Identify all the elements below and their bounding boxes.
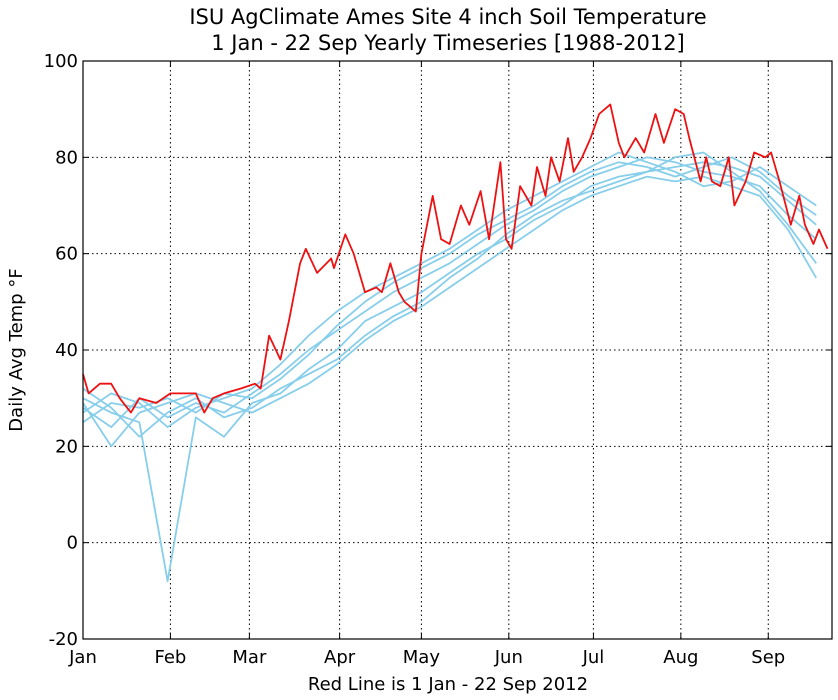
x-tick-label: Aug: [663, 647, 698, 668]
y-tick-label: 80: [55, 147, 78, 168]
y-axis-label: Daily Avg Temp °F: [6, 268, 27, 431]
chart-title: ISU AgClimate Ames Site 4 inch Soil Temp…: [189, 5, 706, 29]
data-line: [82, 161, 817, 583]
x-tick-label: Feb: [154, 647, 186, 668]
y-tick-label: 20: [55, 436, 78, 457]
x-tick-label: May: [403, 647, 441, 668]
data-line: [82, 175, 817, 448]
data-line: [82, 151, 817, 428]
chart-subtitle: 1 Jan - 22 Sep Yearly Timeseries [1988-2…: [211, 31, 685, 55]
x-tick-label: Mar: [232, 647, 267, 668]
x-axis-label: Red Line is 1 Jan - 22 Sep 2012: [308, 674, 588, 695]
x-tick-label: Sep: [751, 647, 785, 668]
y-tick-label: 40: [55, 340, 78, 361]
y-tick-label: 100: [44, 51, 78, 72]
x-tick-label: Jun: [494, 647, 523, 668]
x-tick-label: Apr: [324, 647, 356, 668]
data-line: [82, 103, 829, 414]
x-tick-label: Jan: [68, 647, 97, 668]
data-line: [82, 156, 817, 428]
y-tick-label: 60: [55, 244, 78, 265]
plot-frame: [82, 60, 833, 640]
x-tick-label: Jul: [582, 647, 605, 668]
data-line: [82, 156, 817, 424]
y-tick-label: 0: [67, 533, 78, 554]
y-tick-label: -20: [49, 629, 78, 650]
